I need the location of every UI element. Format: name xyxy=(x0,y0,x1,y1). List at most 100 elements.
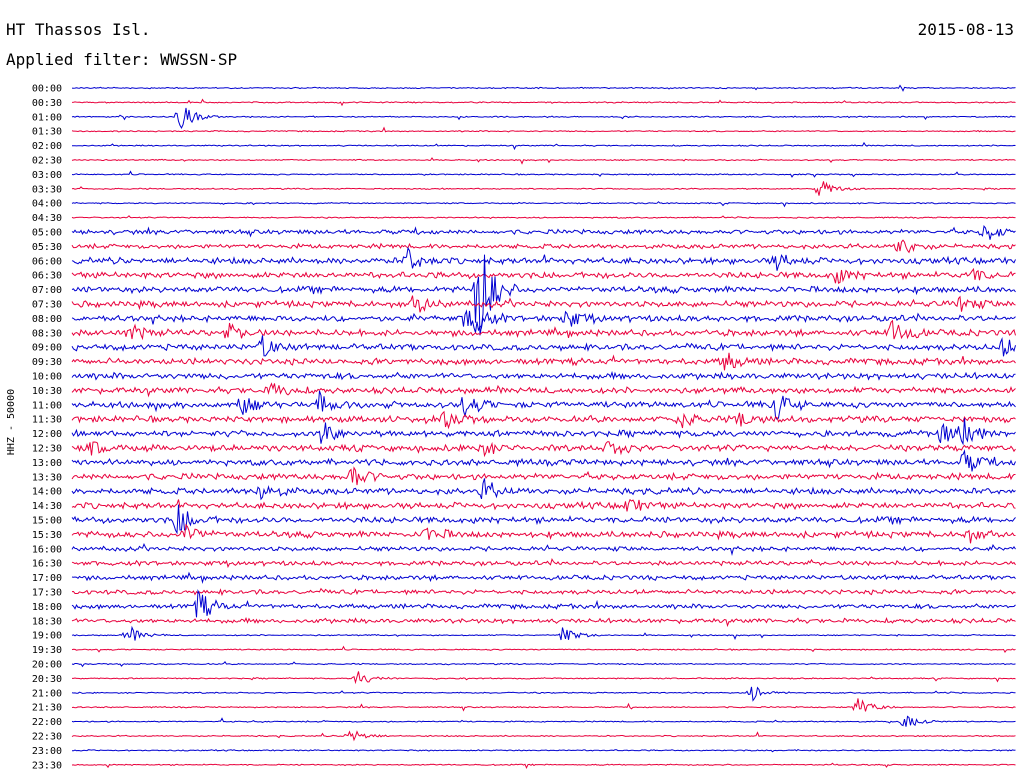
trace-row xyxy=(71,588,1016,618)
row-tick-label: 20:00 xyxy=(32,660,62,671)
row-tick-label: 18:30 xyxy=(32,616,62,627)
row-tick-label: 12:30 xyxy=(32,444,62,455)
trace-row xyxy=(71,625,1016,641)
row-tick-label: 20:30 xyxy=(32,674,62,685)
row-tick-label: 11:00 xyxy=(32,400,62,411)
row-tick-label: 16:30 xyxy=(32,559,62,570)
trace-row xyxy=(72,671,1016,685)
trace-row xyxy=(71,335,1016,357)
trace-row xyxy=(71,225,1016,240)
row-tick-label: 04:00 xyxy=(32,199,62,210)
row-tick-label: 02:30 xyxy=(32,156,62,167)
trace-row xyxy=(71,441,1016,458)
trace-row xyxy=(71,466,1016,486)
trace-row xyxy=(71,309,1016,333)
trace-row xyxy=(71,571,1016,585)
trace-row xyxy=(71,319,1016,341)
trace-row xyxy=(71,370,1016,381)
row-tick-label: 03:00 xyxy=(32,170,62,181)
trace-row xyxy=(71,352,1016,371)
row-tick-label: 03:30 xyxy=(32,184,62,195)
trace-row xyxy=(71,542,1016,556)
row-tick-label: 21:00 xyxy=(32,688,62,699)
seismic-traces xyxy=(71,84,1016,770)
row-tick-label: 01:30 xyxy=(32,127,62,138)
trace-row xyxy=(71,181,1016,196)
trace-row xyxy=(71,660,1016,668)
row-tick-label: 16:00 xyxy=(32,544,62,555)
row-tick-label: 00:00 xyxy=(32,84,62,95)
trace-row xyxy=(71,295,1016,313)
row-tick-label: 19:00 xyxy=(32,631,62,642)
trace-row xyxy=(71,587,1016,597)
trace-row xyxy=(71,107,1016,129)
trace-row xyxy=(71,215,1016,220)
trace-row xyxy=(71,141,1016,151)
trace-row xyxy=(71,98,1016,107)
row-tick-label: 17:00 xyxy=(32,573,62,584)
trace-row xyxy=(71,557,1016,569)
row-tick-label: 06:00 xyxy=(32,256,62,267)
trace-row xyxy=(71,267,1016,284)
trace-row xyxy=(71,749,1016,753)
trace-row xyxy=(71,616,1016,628)
row-tick-label: 02:00 xyxy=(32,141,62,152)
row-tick-label: 12:00 xyxy=(32,429,62,440)
trace-row xyxy=(71,254,1016,336)
row-tick-label: 14:00 xyxy=(32,487,62,498)
row-tick-label: 13:00 xyxy=(32,458,62,469)
row-tick-label: 19:30 xyxy=(32,645,62,656)
trace-row xyxy=(71,390,1016,420)
row-tick-label: 04:30 xyxy=(32,213,62,224)
trace-row xyxy=(71,715,1016,727)
trace-row xyxy=(71,84,1016,92)
trace-row xyxy=(71,157,1016,165)
trace-row xyxy=(71,762,1016,770)
trace-row xyxy=(71,730,1016,742)
trace-row xyxy=(71,645,1016,654)
trace-row xyxy=(71,170,1016,178)
trace-row xyxy=(71,478,1016,501)
row-tick-label: 14:30 xyxy=(32,501,62,512)
trace-row xyxy=(71,410,1016,430)
row-tick-label: 05:30 xyxy=(32,242,62,253)
trace-row xyxy=(71,449,1016,472)
trace-row xyxy=(71,246,1016,271)
row-tick-label: 10:30 xyxy=(32,386,62,397)
row-tick-label: 00:30 xyxy=(32,98,62,109)
row-tick-label: 05:00 xyxy=(32,228,62,239)
filter-label: Applied filter: WWSSN-SP xyxy=(6,50,238,69)
row-tick-label: 09:00 xyxy=(32,343,62,354)
row-tick-label: 15:30 xyxy=(32,530,62,541)
row-tick-label: 22:00 xyxy=(32,717,62,728)
y-axis-label: HHZ - 50000 xyxy=(6,389,17,455)
trace-row xyxy=(71,382,1016,398)
trace-row xyxy=(71,126,1016,133)
row-tick-label: 07:00 xyxy=(32,285,62,296)
row-tick-label: 22:30 xyxy=(32,732,62,743)
row-tick-label: 15:00 xyxy=(32,516,62,527)
trace-row xyxy=(71,201,1016,208)
row-tick-label: 08:30 xyxy=(32,328,62,339)
trace-row xyxy=(71,239,1016,254)
row-tick-label: 23:00 xyxy=(32,746,62,757)
row-tick-label: 01:00 xyxy=(32,112,62,123)
trace-row xyxy=(71,686,1016,702)
station-title: HT Thassos Isl. xyxy=(6,20,151,39)
trace-row xyxy=(71,698,1016,712)
row-tick-labels: 00:00 00:30 01:00 01:30 02:00 02:30 03:00 03:30… xyxy=(32,84,62,772)
row-tick-label: 13:30 xyxy=(32,472,62,483)
row-tick-label: 17:30 xyxy=(32,588,62,599)
row-tick-label: 23:30 xyxy=(32,760,62,771)
row-tick-label: 08:00 xyxy=(32,314,62,325)
row-tick-label: 06:30 xyxy=(32,271,62,282)
row-tick-label: 11:30 xyxy=(32,415,62,426)
row-tick-label: 09:30 xyxy=(32,357,62,368)
row-tick-label: 21:30 xyxy=(32,703,62,714)
trace-row xyxy=(71,523,1016,544)
date-label: 2015-08-13 xyxy=(917,20,1014,39)
trace-row xyxy=(71,498,1016,512)
trace-row xyxy=(71,504,1016,535)
trace-row xyxy=(71,418,1016,446)
